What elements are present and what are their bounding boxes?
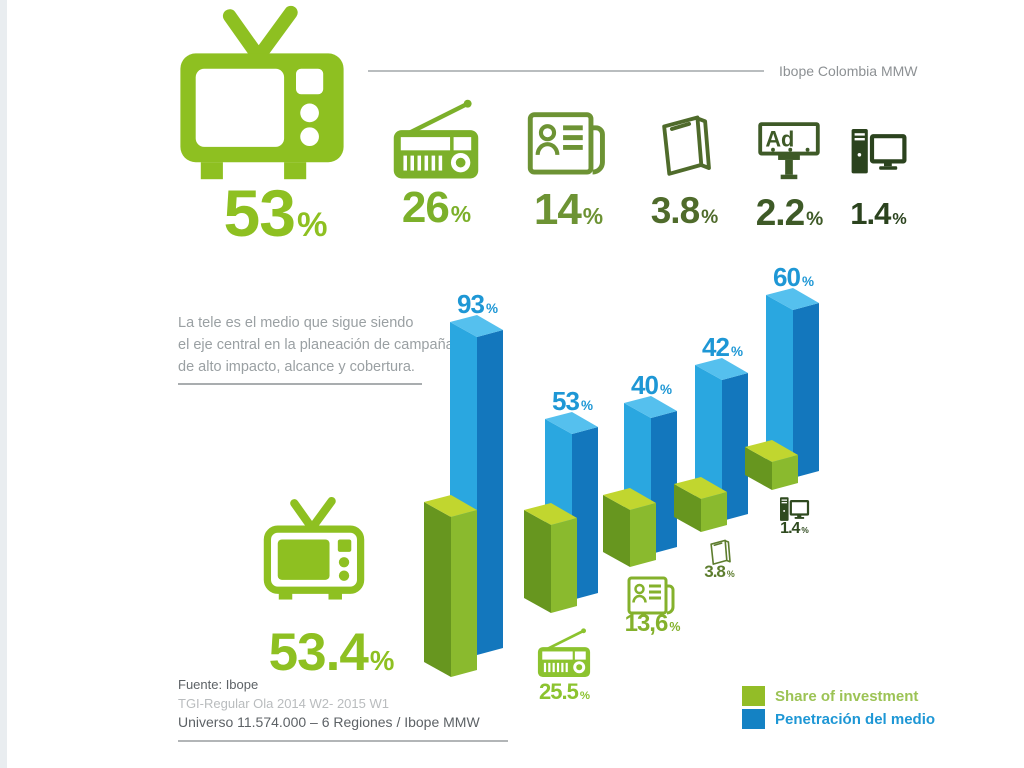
penetration-value-radio: 53%	[552, 386, 593, 416]
bar-share-tv	[424, 502, 451, 677]
legend-swatch-penetration	[742, 709, 765, 729]
bar-penetration-internet	[766, 295, 793, 478]
left-edge-strip	[0, 0, 7, 768]
bar-share-tv	[424, 495, 477, 517]
newspaper-icon	[527, 109, 609, 181]
tv-share-value: 53%	[223, 176, 328, 250]
penetration-value-tv: 93%	[457, 289, 498, 319]
bar-share-revistas	[674, 477, 727, 499]
footer-study: TGI-Regular Ola 2014 W2- 2015 W1	[178, 696, 389, 711]
radio-icon	[392, 96, 480, 180]
share-value-prensa: 13,6%	[624, 610, 681, 637]
intro-line: el eje central en la planeación de campa…	[178, 337, 461, 353]
share-value-revistas: 3.8%	[704, 562, 734, 581]
bar-penetration-radio	[572, 427, 598, 600]
share-value-internet: 1.4%	[780, 520, 809, 537]
newspaper-share-value: 14%	[533, 185, 603, 234]
bar-penetration-tv	[477, 330, 503, 655]
bar-share-internet	[745, 440, 798, 462]
bar-penetration-internet	[793, 303, 819, 478]
bar-penetration-prensa	[624, 396, 677, 418]
bar-share-revistas	[674, 484, 701, 532]
billboard-share-value: 2.2%	[755, 192, 824, 233]
intro-line: de alto impacto, alcance y cobertura.	[178, 359, 415, 375]
computer-share-value: 1.4%	[850, 196, 906, 231]
magazine-share-value: 3.8%	[650, 190, 719, 231]
tv-share-highlight-value: 53.4%	[268, 623, 395, 682]
radio-share-value: 26%	[401, 183, 471, 232]
legend-label-share: Share of investment	[775, 687, 919, 705]
legend-label-penetration: Penetración del medio	[775, 710, 936, 728]
bar-share-tv	[451, 510, 477, 677]
bar-share-prensa	[603, 495, 630, 567]
intro-divider	[178, 383, 422, 385]
header-divider	[368, 70, 764, 72]
bar-penetration-revistas	[722, 373, 748, 521]
source-label: Ibope Colombia MMW	[779, 63, 918, 79]
magazine-icon	[652, 107, 716, 183]
bar-penetration-revistas	[695, 358, 748, 380]
legend-row-penetration: Penetración del medio	[742, 709, 935, 729]
penetration-value-prensa: 40%	[631, 370, 672, 400]
footer-universe: Universo 11.574.000 – 6 Regiones / Ibope…	[178, 714, 480, 730]
bar-share-radio	[524, 503, 577, 525]
bar-share-prensa	[603, 488, 656, 510]
penetration-value-internet: 60%	[773, 262, 814, 292]
bar-penetration-internet	[766, 288, 819, 310]
bar-penetration-radio	[545, 412, 598, 434]
bar-penetration-tv	[450, 315, 503, 337]
bar-share-internet	[772, 455, 798, 490]
bar-share-revistas	[701, 492, 727, 532]
computer-icon	[848, 124, 908, 182]
intro-text: La tele es el medio que sigue siendo el …	[178, 312, 461, 378]
penetration-value-revistas: 42%	[702, 332, 743, 362]
bar-share-prensa	[630, 503, 656, 567]
bar-share-radio	[524, 510, 551, 613]
bar-penetration-prensa	[651, 411, 677, 554]
legend-row-share: Share of investment	[742, 686, 918, 706]
share-value-radio: 25.5%	[539, 679, 590, 704]
billboard-icon	[757, 119, 821, 183]
bar-share-radio	[551, 518, 577, 613]
legend-swatch-share	[742, 686, 765, 706]
footer-divider	[178, 740, 508, 742]
footer-source: Fuente: Ibope	[178, 677, 259, 692]
intro-line: La tele es el medio que sigue siendo	[178, 315, 414, 331]
bar-share-internet	[745, 447, 772, 490]
